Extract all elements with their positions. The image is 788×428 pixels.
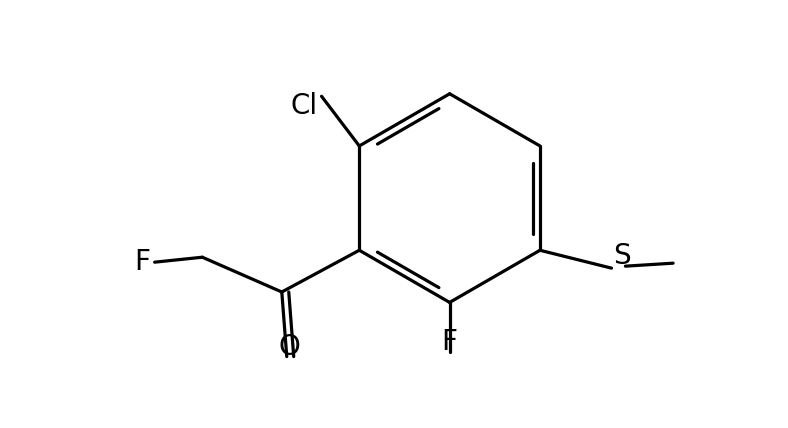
Text: O: O (279, 333, 301, 360)
Text: F: F (135, 248, 151, 276)
Text: F: F (441, 328, 458, 356)
Text: S: S (614, 242, 631, 270)
Text: Cl: Cl (291, 92, 318, 120)
